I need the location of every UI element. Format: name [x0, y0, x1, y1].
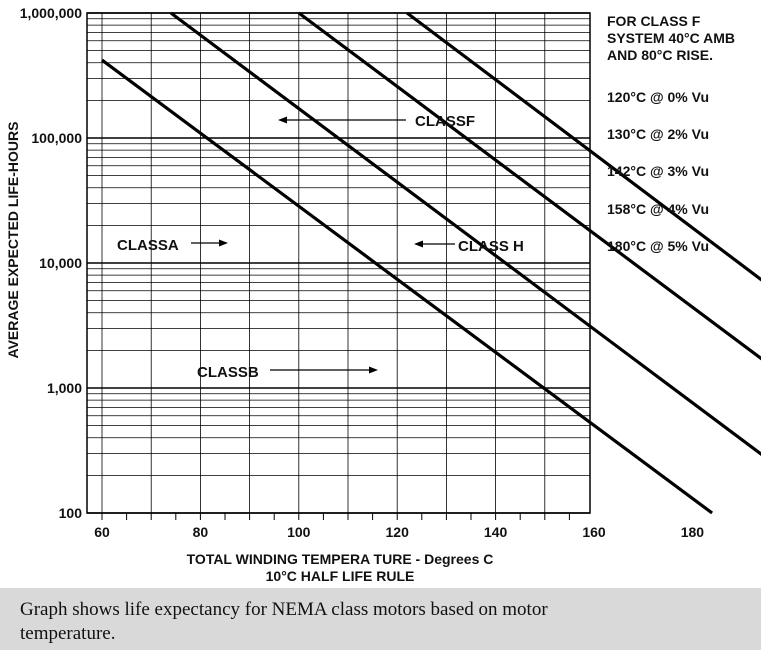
side-note-item-2: 130°C @ 2% Vu [607, 126, 709, 142]
class-a-label: CLASSA [117, 237, 179, 254]
annotations: CLASSA CLASSB CLASSF CLASS H [117, 113, 524, 381]
x-tick-label: 140 [484, 524, 508, 540]
class-f-label: CLASSF [415, 113, 475, 130]
y-tick-label: 100 [59, 505, 83, 521]
series-line-class-a [101, 58, 714, 515]
figure-panel: 60801001201401601802002202401001,00010,0… [0, 0, 761, 588]
side-note-header-3: AND 80°C RISE. [607, 47, 713, 63]
side-note-header-1: FOR CLASS F [607, 13, 701, 29]
series-line-class-f [297, 11, 761, 361]
figure-caption: Graph shows life expectancy for NEMA cla… [20, 599, 548, 644]
x-axis-title: TOTAL WINDING TEMPERA TURE - Degrees C [187, 551, 494, 567]
grid [86, 12, 591, 520]
class-h-arrowhead [414, 240, 423, 248]
y-axis-title: AVERAGE EXPECTED LIFE-HOURS [5, 122, 21, 359]
class-h-label: CLASS H [458, 238, 524, 255]
side-note-item-4: 158°C @ 4% Vu [607, 201, 709, 217]
series-lines [101, 11, 761, 515]
y-tick-label: 100,000 [31, 130, 82, 146]
class-b-label: CLASSB [197, 364, 259, 381]
side-note-item-1: 120°C @ 0% Vu [607, 89, 709, 105]
x-tick-label: 80 [193, 524, 209, 540]
x-axis-subtitle: 10°C HALF LIFE RULE [266, 568, 415, 584]
side-note-item-5: 180°C @ 5% Vu [607, 238, 709, 254]
x-tick-label: 60 [94, 524, 110, 540]
series-line-class-b [169, 11, 761, 456]
x-tick-label: 180 [681, 524, 705, 540]
life-expectancy-chart: 60801001201401601802002202401001,00010,0… [5, 5, 761, 584]
y-tick-label: 10,000 [39, 255, 82, 271]
tick-labels: 60801001201401601802002202401001,00010,0… [20, 5, 705, 540]
class-a-arrowhead [219, 239, 228, 247]
x-tick-label: 160 [582, 524, 606, 540]
side-note: FOR CLASS F SYSTEM 40°C AMB AND 80°C RIS… [607, 13, 735, 254]
series-line-class-h [406, 11, 761, 282]
class-b-arrowhead [369, 366, 378, 374]
class-f-arrowhead [278, 116, 287, 124]
y-tick-label: 1,000,000 [20, 5, 82, 21]
y-tick-label: 1,000 [47, 380, 82, 396]
side-note-item-3: 142°C @ 3% Vu [607, 163, 709, 179]
side-note-header-2: SYSTEM 40°C AMB [607, 30, 735, 46]
x-tick-label: 100 [287, 524, 311, 540]
x-tick-label: 120 [386, 524, 410, 540]
